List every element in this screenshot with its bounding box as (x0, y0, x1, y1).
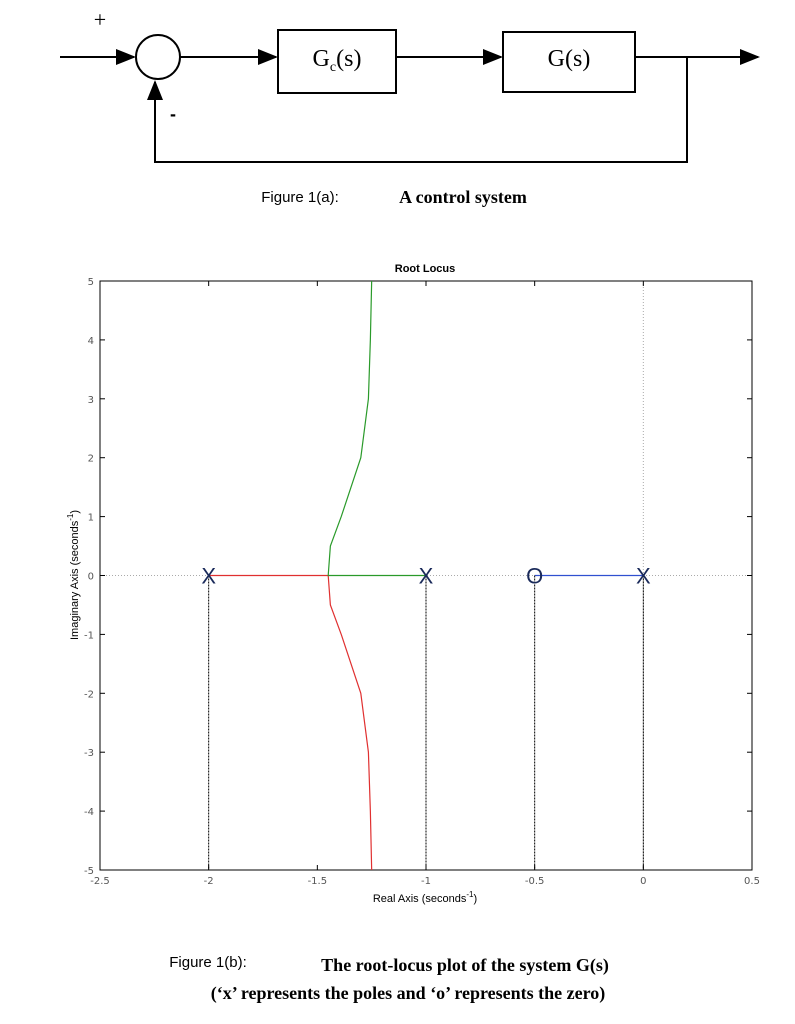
y-label-text: Imaginary Axis (seconds (69, 520, 81, 640)
locus-branch (327, 280, 426, 577)
minus-sign: - (170, 104, 176, 124)
x-tick-label: -2.5 (90, 876, 110, 887)
y-tick-label: 0 (88, 572, 94, 583)
x-tick-label: -1 (421, 876, 431, 887)
plant-label: G(s) (548, 46, 591, 72)
y-tick-label: -2 (84, 689, 94, 700)
y-label-end: ) (69, 510, 81, 514)
y-tick-label: -4 (84, 807, 94, 818)
y-label-sup: -1 (66, 513, 75, 521)
locus-branch (208, 574, 373, 871)
caption-title: A control system (399, 187, 527, 207)
controller-rest: (s) (336, 46, 361, 72)
x-label-sup: -1 (466, 890, 474, 899)
y-tick-label: 1 (88, 513, 94, 524)
plus-sign: + (94, 7, 106, 32)
y-tick-label: 4 (88, 336, 94, 347)
controller-sub: c (330, 60, 336, 75)
locus-marker: X (419, 564, 434, 589)
y-tick-label: 3 (88, 395, 94, 406)
x-label-text: Real Axis (seconds (373, 893, 467, 905)
x-label-end: ) (474, 893, 478, 905)
x-axis-label: Real Axis (seconds-1) (373, 890, 477, 905)
y-tick-label: -3 (84, 748, 94, 759)
summing-junction (135, 34, 181, 80)
x-tick-label: 0 (640, 876, 646, 887)
caption-b-label: Figure 1(b): (169, 954, 247, 971)
controller-main: G (313, 46, 330, 72)
caption-b-title: The root-locus plot of the system G(s) (321, 955, 609, 976)
y-tick-label: 5 (88, 277, 94, 288)
caption-label: Figure 1(a): (261, 189, 339, 206)
x-tick-label: -2 (204, 876, 214, 887)
caption-b-note: (‘x’ represents the poles and ‘o’ repres… (211, 983, 606, 1004)
x-tick-label: -0.5 (525, 876, 545, 887)
y-tick-label: 2 (88, 454, 94, 465)
x-tick-label: -1.5 (308, 876, 328, 887)
x-tick-label: 0.5 (744, 876, 760, 887)
y-axis-label: Imaginary Axis (seconds-1) (66, 510, 81, 640)
feedback-path (147, 57, 688, 163)
locus-marker: X (201, 564, 216, 589)
root-locus-chart: -2.5 -2 -1.5 -1 -0.5 0 0.5 -5 -4 -3 -2 -1 0 1 2 3 4 5 X X O X (84, 277, 760, 887)
controller-block (277, 29, 397, 94)
plant-block (502, 31, 636, 93)
chart-title: Root Locus (395, 263, 456, 275)
locus-marker: O (526, 564, 543, 589)
controller-label: Gc(s) (313, 46, 362, 75)
y-tick-label: -1 (84, 630, 94, 641)
block-diagram (60, 29, 760, 163)
y-tick-label: -5 (84, 866, 94, 877)
locus-marker: X (636, 564, 651, 589)
